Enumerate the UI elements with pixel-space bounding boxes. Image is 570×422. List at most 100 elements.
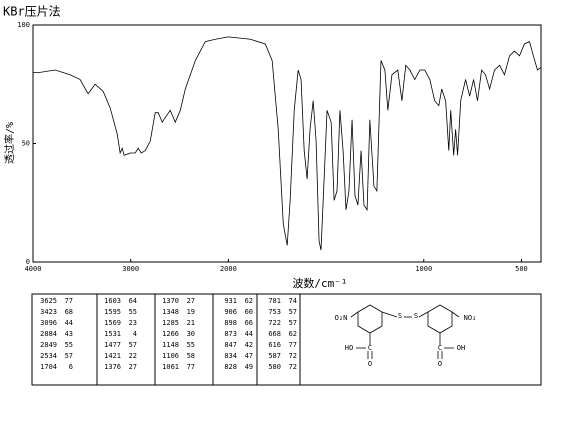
table-cell: 74 xyxy=(289,297,297,305)
table-cell: 847 xyxy=(224,341,237,349)
bond xyxy=(381,311,398,318)
bond xyxy=(350,311,359,318)
table-cell: 23 xyxy=(129,319,137,327)
table-cell: 1266 xyxy=(162,330,179,338)
table-cell: 77 xyxy=(65,297,73,305)
table-cell: 580 xyxy=(268,363,281,371)
table-cell: 66 xyxy=(245,319,253,327)
structure-label: C xyxy=(368,344,372,352)
table-cell: 587 xyxy=(268,352,281,360)
table-cell: 1061 xyxy=(162,363,179,371)
table-cell: 57 xyxy=(65,352,73,360)
table-cell: 906 xyxy=(224,308,237,316)
table-cell: 1421 xyxy=(104,352,121,360)
table-cell: 616 xyxy=(268,341,281,349)
x-tick-label: 1000 xyxy=(415,265,432,273)
table-cell: 42 xyxy=(245,341,253,349)
table-cell: 2534 xyxy=(40,352,57,360)
table-cell: 3096 xyxy=(40,319,57,327)
table-cell: 55 xyxy=(65,341,73,349)
table-cell: 722 xyxy=(268,319,281,327)
table-cell: 6 xyxy=(69,363,73,371)
table-cell: 72 xyxy=(289,363,297,371)
x-tick-label: 4000 xyxy=(25,265,42,273)
table-cell: 668 xyxy=(268,330,281,338)
y-tick-label: 100 xyxy=(17,21,30,29)
table-frame xyxy=(31,293,542,386)
structure-label: O xyxy=(438,360,442,368)
table-cell: 44 xyxy=(65,319,73,327)
y-tick-label: 50 xyxy=(22,140,30,148)
table-cell: 60 xyxy=(245,308,253,316)
structure-label: O₂N xyxy=(335,314,348,322)
ring-left xyxy=(357,304,383,334)
table-cell: 62 xyxy=(289,330,297,338)
table-cell: 1704 xyxy=(40,363,57,371)
table-cell: 1531 xyxy=(104,330,121,338)
table-cell: 1595 xyxy=(104,308,121,316)
structure-drawing xyxy=(350,304,460,359)
bond xyxy=(451,311,460,318)
table-cell: 1569 xyxy=(104,319,121,327)
structure-label: OH xyxy=(457,344,465,352)
table-cell: 1477 xyxy=(104,341,121,349)
structure-label: NO₂ xyxy=(464,314,477,322)
table-cell: 931 xyxy=(224,297,237,305)
structure-label: HO xyxy=(345,344,353,352)
x-tick-label: 3000 xyxy=(122,265,139,273)
x-axis-label: 波数/cm⁻¹ xyxy=(292,277,347,290)
bond xyxy=(418,311,429,318)
spectrum-line xyxy=(33,36,541,251)
table-cell: 57 xyxy=(289,308,297,316)
table-cell: 22 xyxy=(129,352,137,360)
table-cell: 68 xyxy=(65,308,73,316)
table-cell: 49 xyxy=(245,363,253,371)
table-cell: 2849 xyxy=(40,341,57,349)
table-cell: 898 xyxy=(224,319,237,327)
table-cell: 1285 xyxy=(162,319,179,327)
table-cell: 47 xyxy=(245,352,253,360)
table-cell: 828 xyxy=(224,363,237,371)
table-cell: 55 xyxy=(187,341,195,349)
structure-label: S xyxy=(414,312,418,320)
table-cell: 57 xyxy=(289,319,297,327)
table-cell: 781 xyxy=(268,297,281,305)
table-cell: 3423 xyxy=(40,308,57,316)
table-cell: 21 xyxy=(187,319,195,327)
chart-title: KBr压片法 xyxy=(3,5,61,19)
table-cell: 55 xyxy=(129,308,137,316)
table-cell: 77 xyxy=(289,341,297,349)
table-cell: 753 xyxy=(268,308,281,316)
table-cell: 1148 xyxy=(162,341,179,349)
structure-label: O xyxy=(368,360,372,368)
y-axis-label: 透过率/% xyxy=(3,122,16,164)
table-cell: 57 xyxy=(129,341,137,349)
plot-frame xyxy=(32,24,542,263)
table-cell: 30 xyxy=(187,330,195,338)
table-cell: 1106 xyxy=(162,352,179,360)
table-cell: 19 xyxy=(187,308,195,316)
table-cell: 873 xyxy=(224,330,237,338)
table-cell: 43 xyxy=(65,330,73,338)
table-cell: 77 xyxy=(187,363,195,371)
table-cell: 27 xyxy=(129,363,137,371)
table-cell: 27 xyxy=(187,297,195,305)
table-cell: 1603 xyxy=(104,297,121,305)
x-tick-label: 500 xyxy=(515,265,528,273)
table-cell: 4 xyxy=(133,330,137,338)
table-cell: 64 xyxy=(129,297,137,305)
table-cell: 72 xyxy=(289,352,297,360)
y-tick-label: 0 xyxy=(26,258,30,266)
x-tick-label: 2000 xyxy=(220,265,237,273)
ring-right xyxy=(427,304,453,334)
table-cell: 44 xyxy=(245,330,253,338)
structure-label: S xyxy=(398,312,402,320)
table-cell: 1370 xyxy=(162,297,179,305)
table-cell: 3625 xyxy=(40,297,57,305)
table-cell: 62 xyxy=(245,297,253,305)
table-cell: 58 xyxy=(187,352,195,360)
table-cell: 1348 xyxy=(162,308,179,316)
structure-label: C xyxy=(438,344,442,352)
table-cell: 834 xyxy=(224,352,237,360)
